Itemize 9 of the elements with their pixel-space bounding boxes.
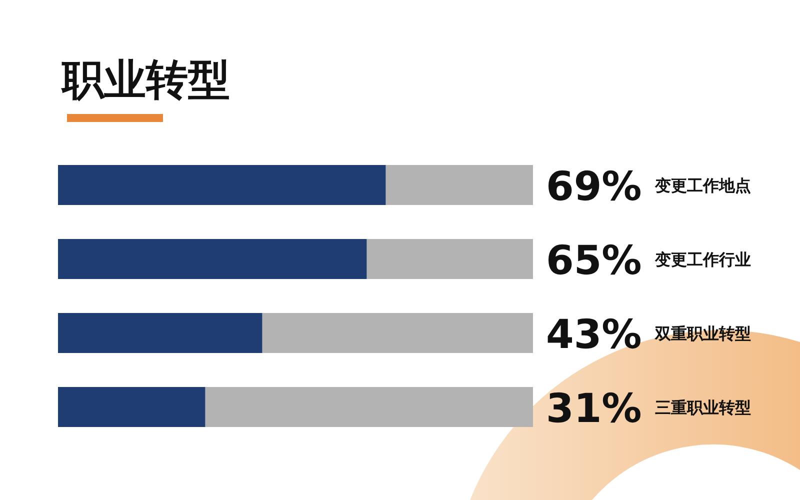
data-label: 43% — [546, 312, 642, 358]
y-tick-label: 变更工作行业 — [654, 250, 751, 269]
chart-title: 职业转型 — [60, 55, 230, 104]
data-label: 31% — [546, 386, 642, 432]
y-tick-label: 三重职业转型 — [655, 398, 751, 417]
y-tick-label: 变更工作地点 — [654, 176, 751, 195]
y-tick-label: 双重职业转型 — [654, 324, 751, 343]
data-label: 65% — [546, 238, 642, 284]
data-label: 69% — [546, 164, 642, 210]
